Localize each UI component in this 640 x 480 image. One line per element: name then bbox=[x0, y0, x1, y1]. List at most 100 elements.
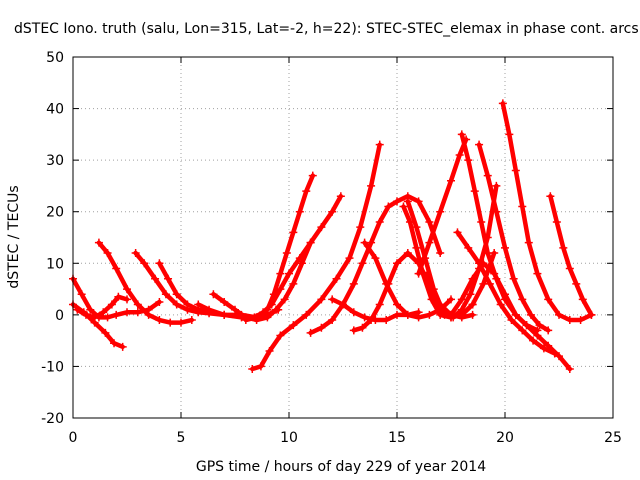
data-point bbox=[518, 295, 527, 304]
data-point bbox=[544, 295, 553, 304]
data-point bbox=[382, 279, 391, 288]
data-point bbox=[110, 339, 119, 348]
data-point bbox=[205, 305, 214, 314]
data-point bbox=[393, 197, 401, 206]
data-point bbox=[464, 243, 473, 252]
data-point bbox=[317, 323, 326, 332]
data-point bbox=[565, 264, 574, 273]
data-point bbox=[295, 207, 304, 216]
data-point bbox=[466, 290, 475, 299]
x-axis-label: GPS time / hours of day 229 of year 2014 bbox=[196, 459, 486, 475]
series-10 bbox=[250, 192, 345, 322]
y-tick-label: 50 bbox=[46, 50, 64, 66]
data-point bbox=[161, 290, 170, 299]
data-point bbox=[425, 238, 434, 247]
data-point bbox=[133, 308, 142, 317]
data-point bbox=[468, 300, 477, 309]
data-point bbox=[505, 130, 514, 139]
data-point bbox=[81, 310, 90, 319]
data-point bbox=[496, 300, 505, 309]
data-point bbox=[565, 365, 574, 374]
data-point bbox=[425, 310, 434, 319]
data-point bbox=[131, 248, 140, 257]
data-point bbox=[339, 300, 347, 309]
data-point bbox=[475, 259, 484, 268]
data-point bbox=[375, 218, 384, 227]
data-point bbox=[317, 295, 326, 304]
data-point bbox=[492, 181, 501, 190]
data-point bbox=[302, 310, 311, 319]
data-point bbox=[529, 336, 538, 345]
series-19 bbox=[414, 135, 471, 278]
data-point bbox=[367, 316, 376, 325]
data-point bbox=[550, 349, 559, 358]
data-point bbox=[453, 228, 462, 237]
data-point bbox=[276, 285, 285, 294]
data-point bbox=[276, 331, 285, 340]
data-point bbox=[77, 290, 86, 299]
series-22 bbox=[447, 259, 574, 374]
data-point bbox=[565, 316, 574, 325]
data-point bbox=[265, 346, 274, 355]
data-point bbox=[118, 342, 127, 351]
x-tick-label: 10 bbox=[280, 430, 298, 446]
data-point bbox=[533, 331, 542, 340]
data-point bbox=[509, 274, 518, 283]
data-point bbox=[99, 308, 108, 317]
data-point bbox=[276, 269, 285, 278]
grid bbox=[73, 57, 613, 418]
series-line bbox=[448, 261, 573, 372]
data-point bbox=[308, 171, 317, 180]
data-point bbox=[511, 310, 520, 319]
data-point bbox=[155, 316, 164, 325]
data-point bbox=[282, 248, 291, 257]
x-tick-label: 15 bbox=[388, 430, 406, 446]
series-group bbox=[69, 99, 596, 374]
data-point bbox=[360, 238, 369, 247]
data-point bbox=[328, 207, 337, 216]
series-line bbox=[252, 193, 344, 320]
data-point bbox=[414, 197, 423, 206]
data-point bbox=[475, 140, 484, 149]
data-point bbox=[403, 197, 412, 206]
data-point bbox=[546, 192, 555, 201]
data-point bbox=[498, 99, 507, 108]
data-point bbox=[317, 223, 326, 232]
data-point bbox=[360, 313, 369, 322]
y-tick-label: -10 bbox=[41, 359, 64, 375]
data-point bbox=[555, 352, 563, 361]
data-point bbox=[399, 202, 408, 211]
data-point bbox=[559, 243, 568, 252]
series-23 bbox=[453, 228, 559, 358]
data-point bbox=[375, 140, 384, 149]
data-point bbox=[123, 285, 131, 294]
data-point bbox=[485, 279, 494, 288]
data-point bbox=[94, 238, 103, 247]
series-21 bbox=[475, 140, 553, 335]
data-point bbox=[511, 166, 520, 175]
series-3 bbox=[73, 292, 131, 322]
data-point bbox=[177, 318, 185, 327]
data-point bbox=[103, 313, 112, 322]
data-point bbox=[587, 310, 596, 319]
data-point bbox=[114, 292, 123, 301]
data-point bbox=[336, 192, 345, 201]
data-point bbox=[172, 290, 181, 299]
x-tick-label: 5 bbox=[177, 430, 186, 446]
data-point bbox=[144, 310, 153, 319]
series-line bbox=[250, 142, 382, 372]
data-point bbox=[183, 300, 192, 309]
data-point bbox=[384, 202, 393, 211]
data-point bbox=[555, 310, 563, 319]
data-point bbox=[457, 295, 466, 304]
series-25 bbox=[546, 192, 596, 319]
y-tick-label: 10 bbox=[46, 256, 64, 272]
y-tick-label: -20 bbox=[41, 411, 64, 427]
data-point bbox=[501, 290, 509, 299]
data-point bbox=[289, 321, 298, 330]
data-point bbox=[464, 156, 473, 165]
data-point bbox=[209, 290, 218, 299]
y-tick-label: 20 bbox=[46, 205, 64, 221]
data-point bbox=[358, 323, 367, 332]
